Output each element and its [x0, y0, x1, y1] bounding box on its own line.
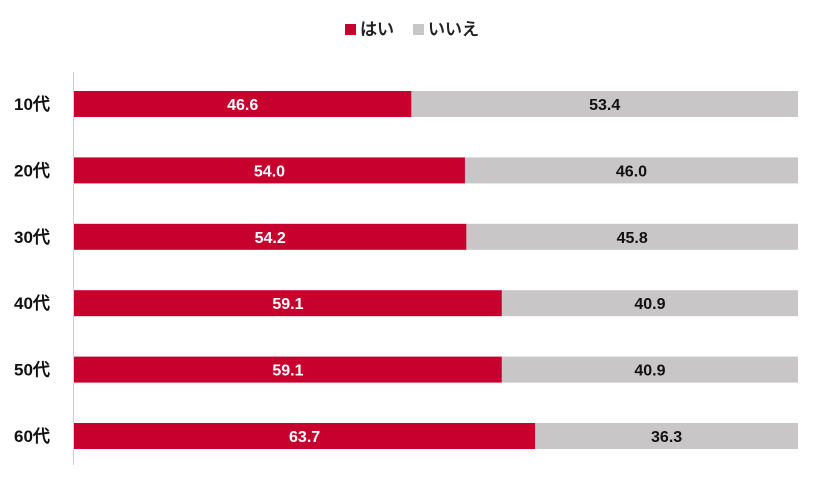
bar-segment-no: [501, 356, 798, 383]
data-label-yes: 46.6: [227, 97, 258, 114]
category-label: 30代: [14, 227, 50, 247]
bar-segment-yes: [74, 91, 412, 117]
bar-segment-no: [466, 223, 798, 250]
category-label: 10代: [14, 94, 50, 114]
data-label-yes: 54.2: [255, 230, 286, 247]
bar-segment-no: [535, 423, 798, 449]
data-label-no: 40.9: [634, 363, 665, 380]
data-label-yes: 54.0: [254, 163, 285, 180]
category-label: 40代: [14, 293, 50, 313]
legend-label-no: いいえ: [428, 20, 479, 39]
bar-segment-no: [411, 91, 798, 117]
bar-segment-yes: [74, 423, 536, 449]
data-label-no: 40.9: [634, 296, 665, 313]
bar-segment-yes: [74, 223, 467, 250]
data-label-yes: 63.7: [289, 429, 320, 446]
category-label: 20代: [14, 160, 50, 180]
data-label-yes: 59.1: [272, 363, 303, 380]
category-label: 50代: [14, 360, 50, 380]
data-label-no: 36.3: [651, 429, 682, 446]
legend-swatch-no: [413, 24, 424, 35]
legend-label-yes: はい: [360, 20, 394, 39]
data-label-yes: 59.1: [272, 296, 303, 313]
data-label-no: 53.4: [589, 97, 620, 114]
bar-segment-yes: [74, 356, 502, 383]
bars: 10代 46.6 53.4 20代 54.0 46.0 30代 54.2 45.8 40代 59.1…: [14, 91, 798, 449]
bar-segment-yes: [74, 157, 465, 184]
legend: はい いいえ: [345, 20, 479, 39]
bar-segment-no: [464, 157, 798, 184]
bar-segment-yes: [74, 290, 502, 317]
data-label-no: 46.0: [616, 163, 647, 180]
data-label-no: 45.8: [617, 230, 648, 247]
bar-segment-no: [501, 290, 798, 317]
legend-swatch-yes: [345, 24, 356, 35]
category-label: 60代: [14, 426, 50, 446]
